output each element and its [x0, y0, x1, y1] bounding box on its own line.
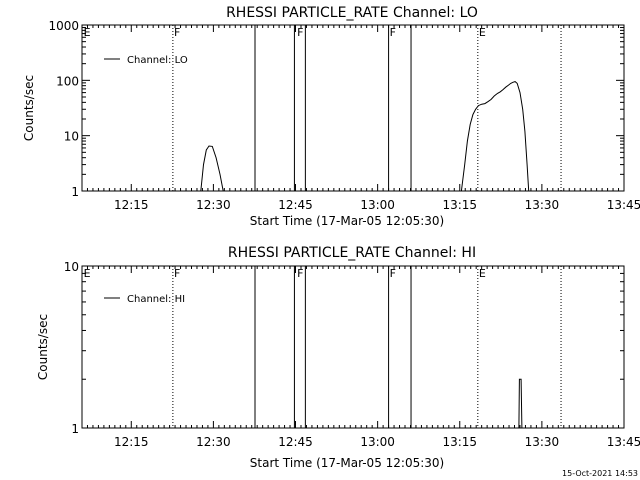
y-axis-label-lo: Counts/sec [22, 75, 36, 141]
x-tick-label-lo: 13:00 [360, 198, 395, 212]
flag-label-hi: F [297, 267, 303, 280]
flag-label-lo: F [174, 26, 180, 39]
flag-label-lo: F [297, 26, 303, 39]
panel-lo: RHESSI PARTICLE_RATE Channel: LO Start T… [22, 5, 640, 228]
chart-title-hi: RHESSI PARTICLE_RATE Channel: HI [228, 245, 476, 261]
plot-frame-lo [81, 24, 625, 192]
flag-label-lo: E [84, 26, 91, 39]
x-tick-label-hi: 12:30 [196, 435, 231, 449]
flag-label-lo: F [390, 26, 396, 39]
x-tick-label-hi: 13:15 [442, 435, 477, 449]
series-line-lo [460, 81, 530, 192]
x-tick-label-hi: 13:30 [525, 435, 560, 449]
y-tick-label-lo: 10 [64, 130, 79, 144]
flag-label-hi: E [84, 267, 91, 280]
x-tick-label-lo: 13:45 [607, 198, 640, 212]
y-tick-label-hi: 1 [71, 422, 79, 436]
x-tick-label-hi: 12:15 [114, 435, 149, 449]
panel-hi: RHESSI PARTICLE_RATE Channel: HI Start T… [36, 245, 640, 470]
x-tick-label-lo: 12:45 [278, 198, 313, 212]
x-tick-label-lo: 13:15 [442, 198, 477, 212]
flag-label-lo: E [479, 26, 486, 39]
x-tick-label-lo: 12:15 [114, 198, 149, 212]
chart-title-lo: RHESSI PARTICLE_RATE Channel: LO [226, 5, 478, 21]
footer-timestamp: 15-Oct-2021 14:53 [562, 469, 638, 478]
legend-entry-hi: Channel: HI [127, 294, 185, 305]
x-tick-label-hi: 13:00 [360, 435, 395, 449]
x-tick-label-hi: 12:45 [278, 435, 313, 449]
series-line-lo [200, 145, 224, 192]
x-axis-label-hi: Start Time (17-Mar-05 12:05:30) [250, 456, 444, 470]
y-axis-label-hi: Counts/sec [36, 314, 50, 380]
x-tick-label-lo: 12:30 [196, 198, 231, 212]
x-tick-label-hi: 13:45 [607, 435, 640, 449]
y-tick-label-hi: 10 [64, 260, 79, 274]
flag-label-hi: F [390, 267, 396, 280]
flag-label-hi: E [479, 267, 486, 280]
y-tick-label-lo: 100 [56, 74, 79, 88]
x-axis-label-lo: Start Time (17-Mar-05 12:05:30) [250, 214, 444, 228]
series-line-hi [518, 378, 523, 429]
y-tick-label-lo: 1000 [48, 19, 79, 33]
legend-entry-lo: Channel: LO [127, 55, 188, 66]
x-tick-label-lo: 13:30 [525, 198, 560, 212]
y-tick-label-lo: 1 [71, 185, 79, 199]
flag-label-hi: F [174, 267, 180, 280]
plot-frame-hi [81, 265, 625, 429]
